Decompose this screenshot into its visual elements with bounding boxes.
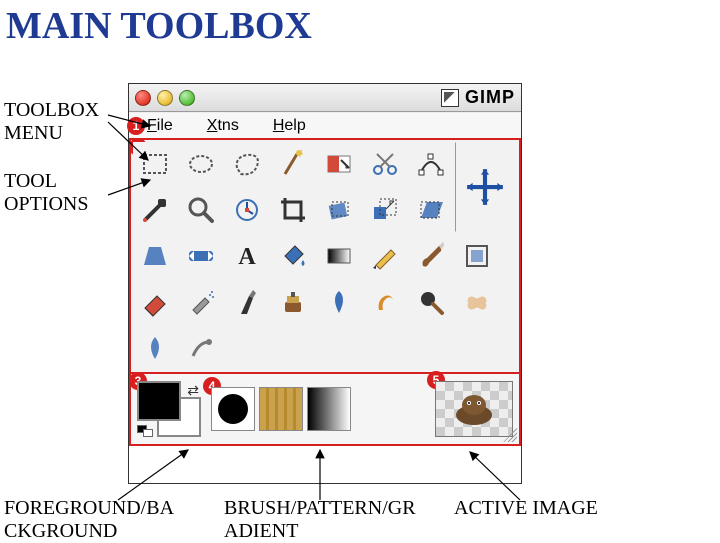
bucket-fill-tool[interactable] <box>271 234 315 278</box>
airbrush-tool[interactable] <box>179 280 223 324</box>
label-toolbox-menu: TOOLBOX MENU <box>4 99 99 145</box>
crop-tool[interactable] <box>271 188 315 232</box>
crop-alt-tool[interactable] <box>455 234 499 278</box>
menu-file[interactable]: File <box>147 117 173 135</box>
clone-tool[interactable] <box>271 280 315 324</box>
measure-tool[interactable] <box>225 188 269 232</box>
brush-pattern-gradient <box>211 387 351 431</box>
app-brand: GIMP <box>441 87 515 108</box>
paintbrush-tool[interactable] <box>409 234 453 278</box>
active-pattern[interactable] <box>259 387 303 431</box>
blur-tool[interactable] <box>133 326 177 370</box>
minimize-button[interactable] <box>157 90 173 106</box>
ink-tool[interactable] <box>225 280 269 324</box>
empty-slot <box>409 326 453 370</box>
ellipse-select-tool[interactable] <box>179 142 223 186</box>
active-gradient[interactable] <box>307 387 351 431</box>
shear-tool[interactable] <box>409 188 453 232</box>
rect-select-tool[interactable] <box>133 142 177 186</box>
color-picker-tool[interactable] <box>133 188 177 232</box>
smudge-tool[interactable] <box>363 280 407 324</box>
label-fgbg: FOREGROUND/BA CKGROUND <box>4 497 174 543</box>
convolve-tool[interactable] <box>317 280 361 324</box>
swap-colors-icon[interactable]: ⇄ <box>187 383 199 400</box>
fg-bg-color-area[interactable]: ⇄ <box>137 381 201 437</box>
empty-slot <box>455 326 499 370</box>
free-select-tool[interactable] <box>225 142 269 186</box>
gimp-logo-icon <box>441 89 459 107</box>
default-colors-icon[interactable] <box>137 425 153 437</box>
menu-xtns[interactable]: Xtns <box>207 117 239 135</box>
empty-slot <box>363 326 407 370</box>
gimp-toolbox-window: GIMP 1 File Xtns Help 2 A <box>128 83 522 484</box>
tool-grid: 2 A <box>129 140 521 374</box>
callout-1: 1 <box>127 117 145 135</box>
fuzzy-select-tool[interactable] <box>271 142 315 186</box>
scale-tool[interactable] <box>363 188 407 232</box>
scissors-tool[interactable] <box>363 142 407 186</box>
resize-grip-icon[interactable] <box>503 428 517 442</box>
active-image-preview[interactable] <box>435 381 513 437</box>
by-color-select-tool[interactable] <box>317 142 361 186</box>
flip-tool[interactable] <box>179 234 223 278</box>
active-brush[interactable] <box>211 387 255 431</box>
label-active-image: ACTIVE IMAGE <box>454 497 598 520</box>
toolbox-bottom-row: 3 ⇄ 4 5 <box>129 374 521 446</box>
titlebar: GIMP <box>129 84 521 112</box>
app-name: GIMP <box>465 87 515 108</box>
perspective-tool[interactable] <box>133 234 177 278</box>
label-tool-options: TOOL OPTIONS <box>4 170 88 216</box>
perspective-clone-tool[interactable] <box>179 326 223 370</box>
svg-text:A: A <box>238 244 256 270</box>
zoom-button[interactable] <box>179 90 195 106</box>
eraser-tool[interactable] <box>133 280 177 324</box>
empty-slot <box>317 326 361 370</box>
foreground-color-swatch[interactable] <box>137 381 181 421</box>
label-bpg: BRUSH/PATTERN/GR ADIENT <box>224 497 416 543</box>
slide-title: MAIN TOOLBOX <box>6 4 312 48</box>
dodge-burn-tool[interactable] <box>409 280 453 324</box>
menu-help[interactable]: Help <box>273 117 306 135</box>
paths-tool[interactable] <box>409 142 453 186</box>
zoom-tool[interactable] <box>179 188 223 232</box>
move-tool-large[interactable] <box>455 142 515 232</box>
close-button[interactable] <box>135 90 151 106</box>
empty-slot <box>225 326 269 370</box>
empty-slot <box>271 326 315 370</box>
text-tool[interactable]: A <box>225 234 269 278</box>
blend-tool[interactable] <box>317 234 361 278</box>
menubar: 1 File Xtns Help <box>129 112 521 140</box>
heal-tool[interactable] <box>455 280 499 324</box>
rotate-tool[interactable] <box>317 188 361 232</box>
pencil-tool[interactable] <box>363 234 407 278</box>
